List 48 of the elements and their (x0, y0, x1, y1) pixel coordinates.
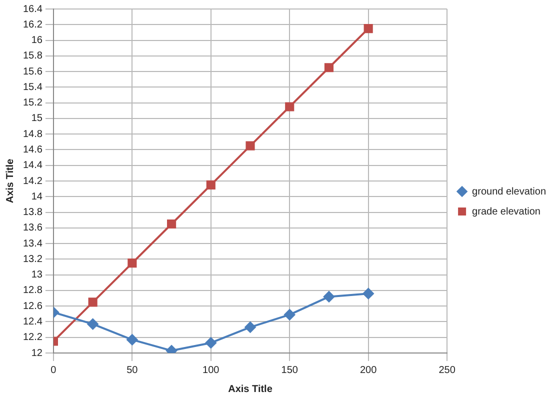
y-tick-label: 12.4 (22, 316, 43, 328)
point (128, 258, 137, 268)
y-axis-title: Axis Title (4, 158, 16, 204)
point (362, 288, 374, 300)
y-tick-label: 15 (31, 113, 43, 124)
point (323, 291, 334, 302)
point (285, 102, 294, 112)
x-tick-label: 0 (50, 364, 57, 376)
y-tick-label: 16.4 (22, 4, 43, 15)
y-tick-label: 14.8 (22, 128, 43, 140)
y-tick-label: 15.4 (22, 82, 43, 93)
y-tick-label: 13 (31, 270, 43, 281)
point (246, 141, 255, 150)
y-tick-label: 15.2 (22, 98, 43, 109)
x-tick-label: 150 (281, 364, 298, 376)
point (364, 24, 373, 34)
y-tick-label: 16.2 (22, 19, 43, 30)
point (167, 219, 176, 229)
y-tick-label: 14.2 (22, 176, 43, 187)
point (324, 63, 334, 72)
y-tick-label: 13.4 (22, 238, 43, 250)
y-tick-label: 16 (31, 35, 43, 46)
x-tick-label: 250 (438, 364, 456, 376)
legend-label: grade elevation (472, 206, 540, 218)
y-tick-label: 15.6 (22, 66, 43, 78)
y-tick-label: 12.8 (22, 285, 43, 296)
x-axis-title: Axis Title (228, 384, 273, 395)
point (126, 334, 138, 346)
y-tick-label: 14.6 (22, 144, 43, 156)
x-tick-label: 100 (202, 364, 220, 376)
point (88, 298, 98, 307)
y-tick-label: 14.4 (22, 160, 43, 172)
point (87, 318, 98, 330)
x-tick-label: 50 (126, 364, 138, 376)
y-tick-label: 13.6 (22, 222, 43, 234)
y-tick-label: 15.8 (22, 50, 43, 62)
legend-label: ground elevation (472, 186, 546, 198)
y-tick-label: 12.2 (22, 332, 43, 344)
x-tick-label: 200 (360, 364, 378, 376)
y-tick-label: 14 (31, 191, 43, 202)
y-tick-label: 13.2 (22, 254, 43, 265)
point (206, 180, 216, 190)
point (284, 309, 296, 320)
y-tick-label: 12.6 (22, 300, 43, 312)
y-tick-label: 13.8 (22, 207, 43, 218)
point (205, 337, 216, 348)
point (244, 322, 256, 333)
y-tick-label: 12 (31, 348, 43, 359)
